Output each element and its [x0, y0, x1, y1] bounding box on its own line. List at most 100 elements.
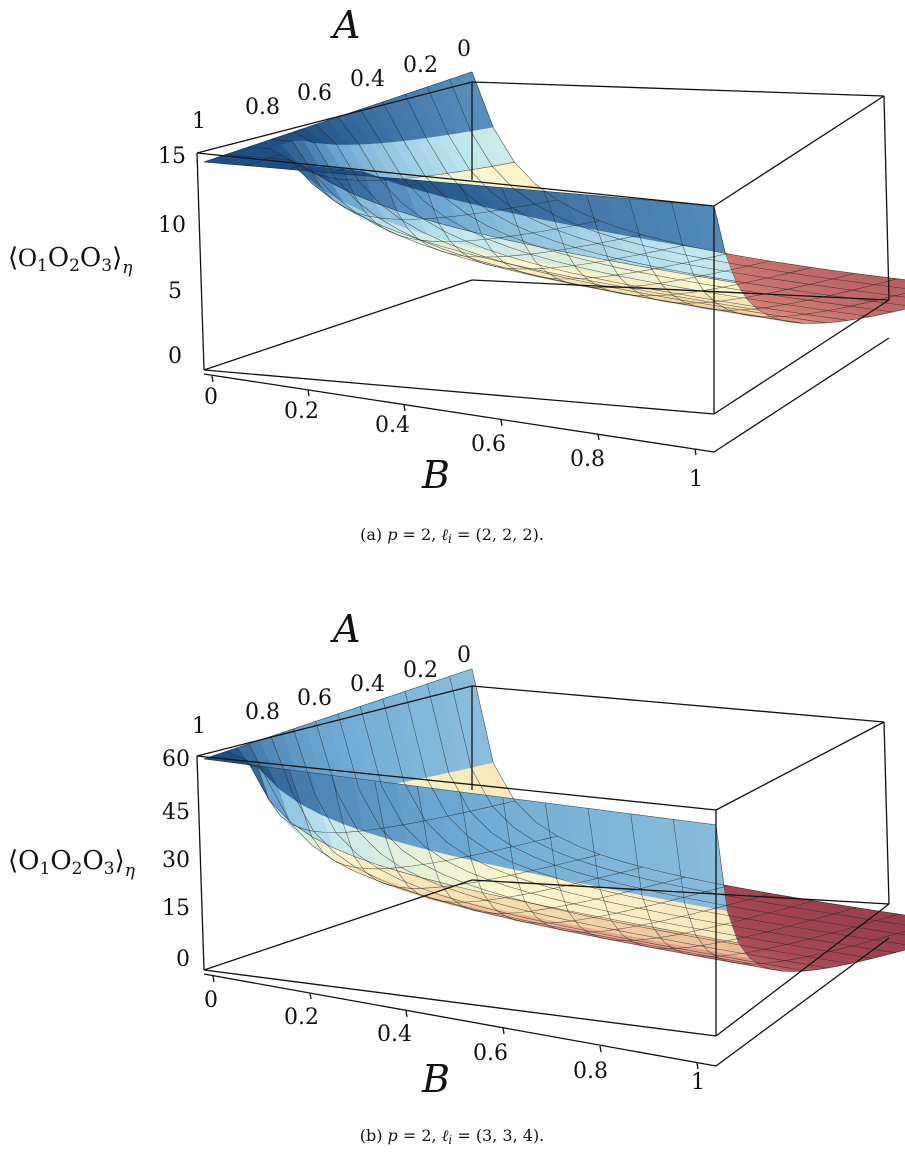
z-tick-label: 0: [168, 344, 182, 369]
z-tick-label: 60: [162, 747, 190, 772]
y-tick-label: 1: [192, 109, 206, 134]
surface-patch: [893, 300, 905, 306]
y-tick-label: 0.6: [297, 81, 332, 106]
y-axis-ticks: 0 0.2 0.4 0.6 0.8 1: [192, 643, 471, 739]
x-tick-label: 0.8: [570, 447, 605, 472]
z-tick-label: 30: [162, 848, 190, 873]
box-bottom-back-right: [471, 279, 890, 301]
chart-panel-b: 0 0.2 0.4 0.6 0.8 1 B 0 0.2 0.4 0.6 0.8 …: [8, 607, 905, 1147]
x-tick-label: 0.4: [377, 1022, 412, 1047]
z-tick-label: 15: [158, 144, 186, 169]
chart-panel-a: 0 0.2 0.4 0.6 0.8 1 B 0 0.2 0.4 0.6 0.8 …: [8, 3, 905, 546]
surface-plot: [203, 71, 905, 324]
mesh-line: [449, 676, 905, 926]
box-front-top-right: [713, 95, 885, 207]
axis-b-right-edge: [713, 337, 890, 453]
box-right-vertical: [883, 95, 890, 301]
x-axis-ticks: 0 0.2 0.4 0.6 0.8 1: [204, 375, 703, 492]
x-tick-label: 0: [204, 385, 218, 410]
x-tick-mark: [502, 1027, 505, 1035]
surface-patch: [895, 940, 905, 945]
x-tick-mark: [694, 448, 697, 456]
y-axis-ticks: 0 0.2 0.4 0.6 0.8 1: [192, 37, 471, 134]
surface-plot: [203, 668, 905, 972]
y-tick-label: 1: [192, 714, 206, 739]
x-tick-label: 0: [204, 988, 218, 1013]
axis-b-line: [203, 973, 717, 1067]
y-axis-title: A: [330, 607, 360, 651]
x-tick-mark: [696, 1062, 699, 1070]
axis-b-line: [203, 373, 715, 453]
y-tick-label: 0: [457, 37, 471, 62]
z-tick-label: 15: [162, 896, 190, 921]
box-bottom-left: [203, 369, 715, 415]
x-axis-title: B: [421, 453, 450, 497]
mesh-line: [471, 668, 905, 916]
x-tick-mark: [307, 389, 310, 397]
mesh-line: [673, 819, 905, 965]
z-tick-label: 5: [168, 279, 182, 304]
x-tick-mark: [211, 375, 214, 383]
y-tick-label: 0: [457, 643, 471, 668]
x-tick-label: 0.2: [284, 399, 319, 424]
y-tick-label: 0.8: [245, 700, 280, 725]
x-tick-label: 0.8: [573, 1059, 608, 1084]
mesh-line: [449, 79, 905, 289]
x-axis-ticks: 0 0.2 0.4 0.6 0.8 1: [204, 975, 705, 1095]
mesh-line: [630, 813, 899, 957]
mesh-line: [713, 205, 905, 324]
caption-a: (a) p = 2, ℓi = (2, 2, 2).: [360, 525, 544, 546]
x-tick-mark: [597, 433, 600, 441]
box-bottom-right: [715, 903, 890, 1037]
x-tick-label: 0.6: [471, 432, 506, 457]
box-left-vertical: [196, 755, 205, 971]
x-tick-mark: [212, 975, 215, 983]
z-tick-label: 0: [176, 947, 190, 972]
z-tick-label: 45: [162, 800, 190, 825]
z-axis-title: ⟨O1O2O3⟩η: [8, 243, 133, 278]
x-tick-label: 1: [691, 1070, 705, 1095]
z-axis-ticks: 0 5 10 15: [158, 144, 186, 369]
x-axis-title: B: [421, 1057, 450, 1101]
x-tick-label: 0.6: [473, 1041, 508, 1066]
box-front-top-right: [715, 721, 885, 811]
y-tick-label: 0.4: [350, 672, 385, 697]
box-left-vertical: [196, 152, 205, 371]
mesh-line: [671, 202, 905, 318]
y-tick-label: 0.6: [297, 686, 332, 711]
box-bottom-back-left: [203, 879, 473, 971]
y-tick-label: 0.4: [350, 67, 385, 92]
axis-b-right-edge: [715, 937, 890, 1067]
x-tick-mark: [405, 1010, 408, 1018]
y-tick-label: 0.2: [403, 658, 438, 683]
surface-patch: [884, 942, 905, 950]
box-front-top-left: [196, 755, 717, 811]
z-axis-ticks: 0 15 30 45 60: [162, 747, 190, 972]
surface-patch: [897, 921, 905, 926]
x-tick-mark: [500, 419, 503, 427]
x-tick-mark: [403, 404, 406, 412]
caption-b: (b) p = 2, ℓi = (3, 3, 4).: [360, 1126, 545, 1147]
bounding-box: [196, 685, 890, 1067]
box-right-vertical: [883, 721, 890, 905]
x-tick-mark: [309, 992, 312, 1000]
y-tick-label: 0.8: [245, 95, 280, 120]
bounding-box: [196, 81, 890, 453]
y-axis-title: A: [330, 3, 360, 47]
box-bottom-back-left: [203, 279, 473, 371]
box-front-top-left: [196, 152, 715, 207]
box-bottom-right: [713, 299, 890, 415]
mesh-line: [471, 71, 905, 281]
x-tick-mark: [599, 1045, 602, 1053]
mesh-line: [715, 824, 905, 972]
surface-patch: [886, 923, 905, 931]
x-tick-label: 1: [689, 467, 703, 492]
box-bottom-left: [203, 969, 717, 1037]
z-axis-title: ⟨O1O2O3⟩η: [8, 846, 136, 881]
z-tick-label: 10: [158, 213, 186, 238]
x-tick-label: 0.4: [375, 413, 410, 438]
y-tick-label: 0.2: [403, 53, 438, 78]
mesh-line: [628, 198, 898, 311]
x-tick-label: 0.2: [284, 1005, 319, 1030]
